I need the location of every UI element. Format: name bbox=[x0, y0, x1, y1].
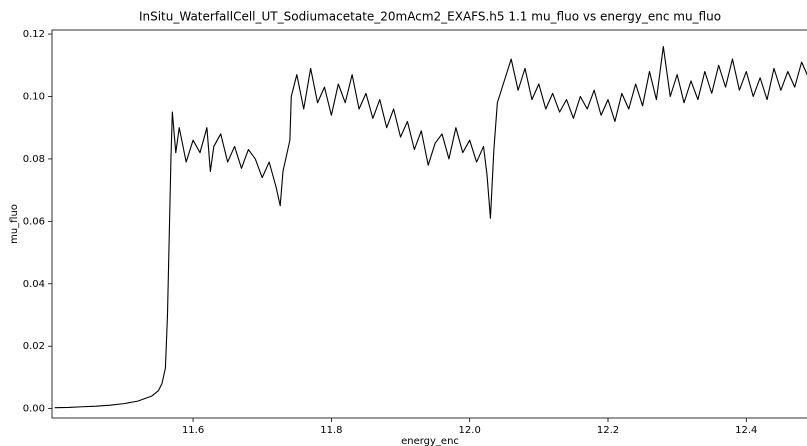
plot-frame bbox=[51, 29, 807, 419]
y-tick-label: 0.10 bbox=[23, 91, 45, 102]
y-axis-label: mu_fluo bbox=[9, 204, 20, 244]
x-tick-label: 12.4 bbox=[735, 425, 757, 436]
y-tick-label: 0.04 bbox=[23, 279, 45, 290]
x-tick-label: 12.0 bbox=[459, 425, 481, 436]
y-tick-label: 0.08 bbox=[23, 154, 45, 165]
x-tick-label: 11.6 bbox=[182, 425, 204, 436]
y-tick-label: 0.12 bbox=[23, 29, 45, 40]
x-axis-label: energy_enc bbox=[401, 436, 459, 446]
y-tick-label: 0.06 bbox=[23, 216, 45, 227]
x-tick-label: 11.8 bbox=[320, 425, 342, 436]
x-tick-label: 12.2 bbox=[597, 425, 619, 436]
chart-title: InSitu_WaterfallCell_UT_Sodiumacetate_20… bbox=[139, 10, 721, 24]
data-line bbox=[54, 45, 807, 409]
y-tick-label: 0.00 bbox=[23, 404, 45, 415]
y-tick-label: 0.02 bbox=[23, 341, 45, 352]
